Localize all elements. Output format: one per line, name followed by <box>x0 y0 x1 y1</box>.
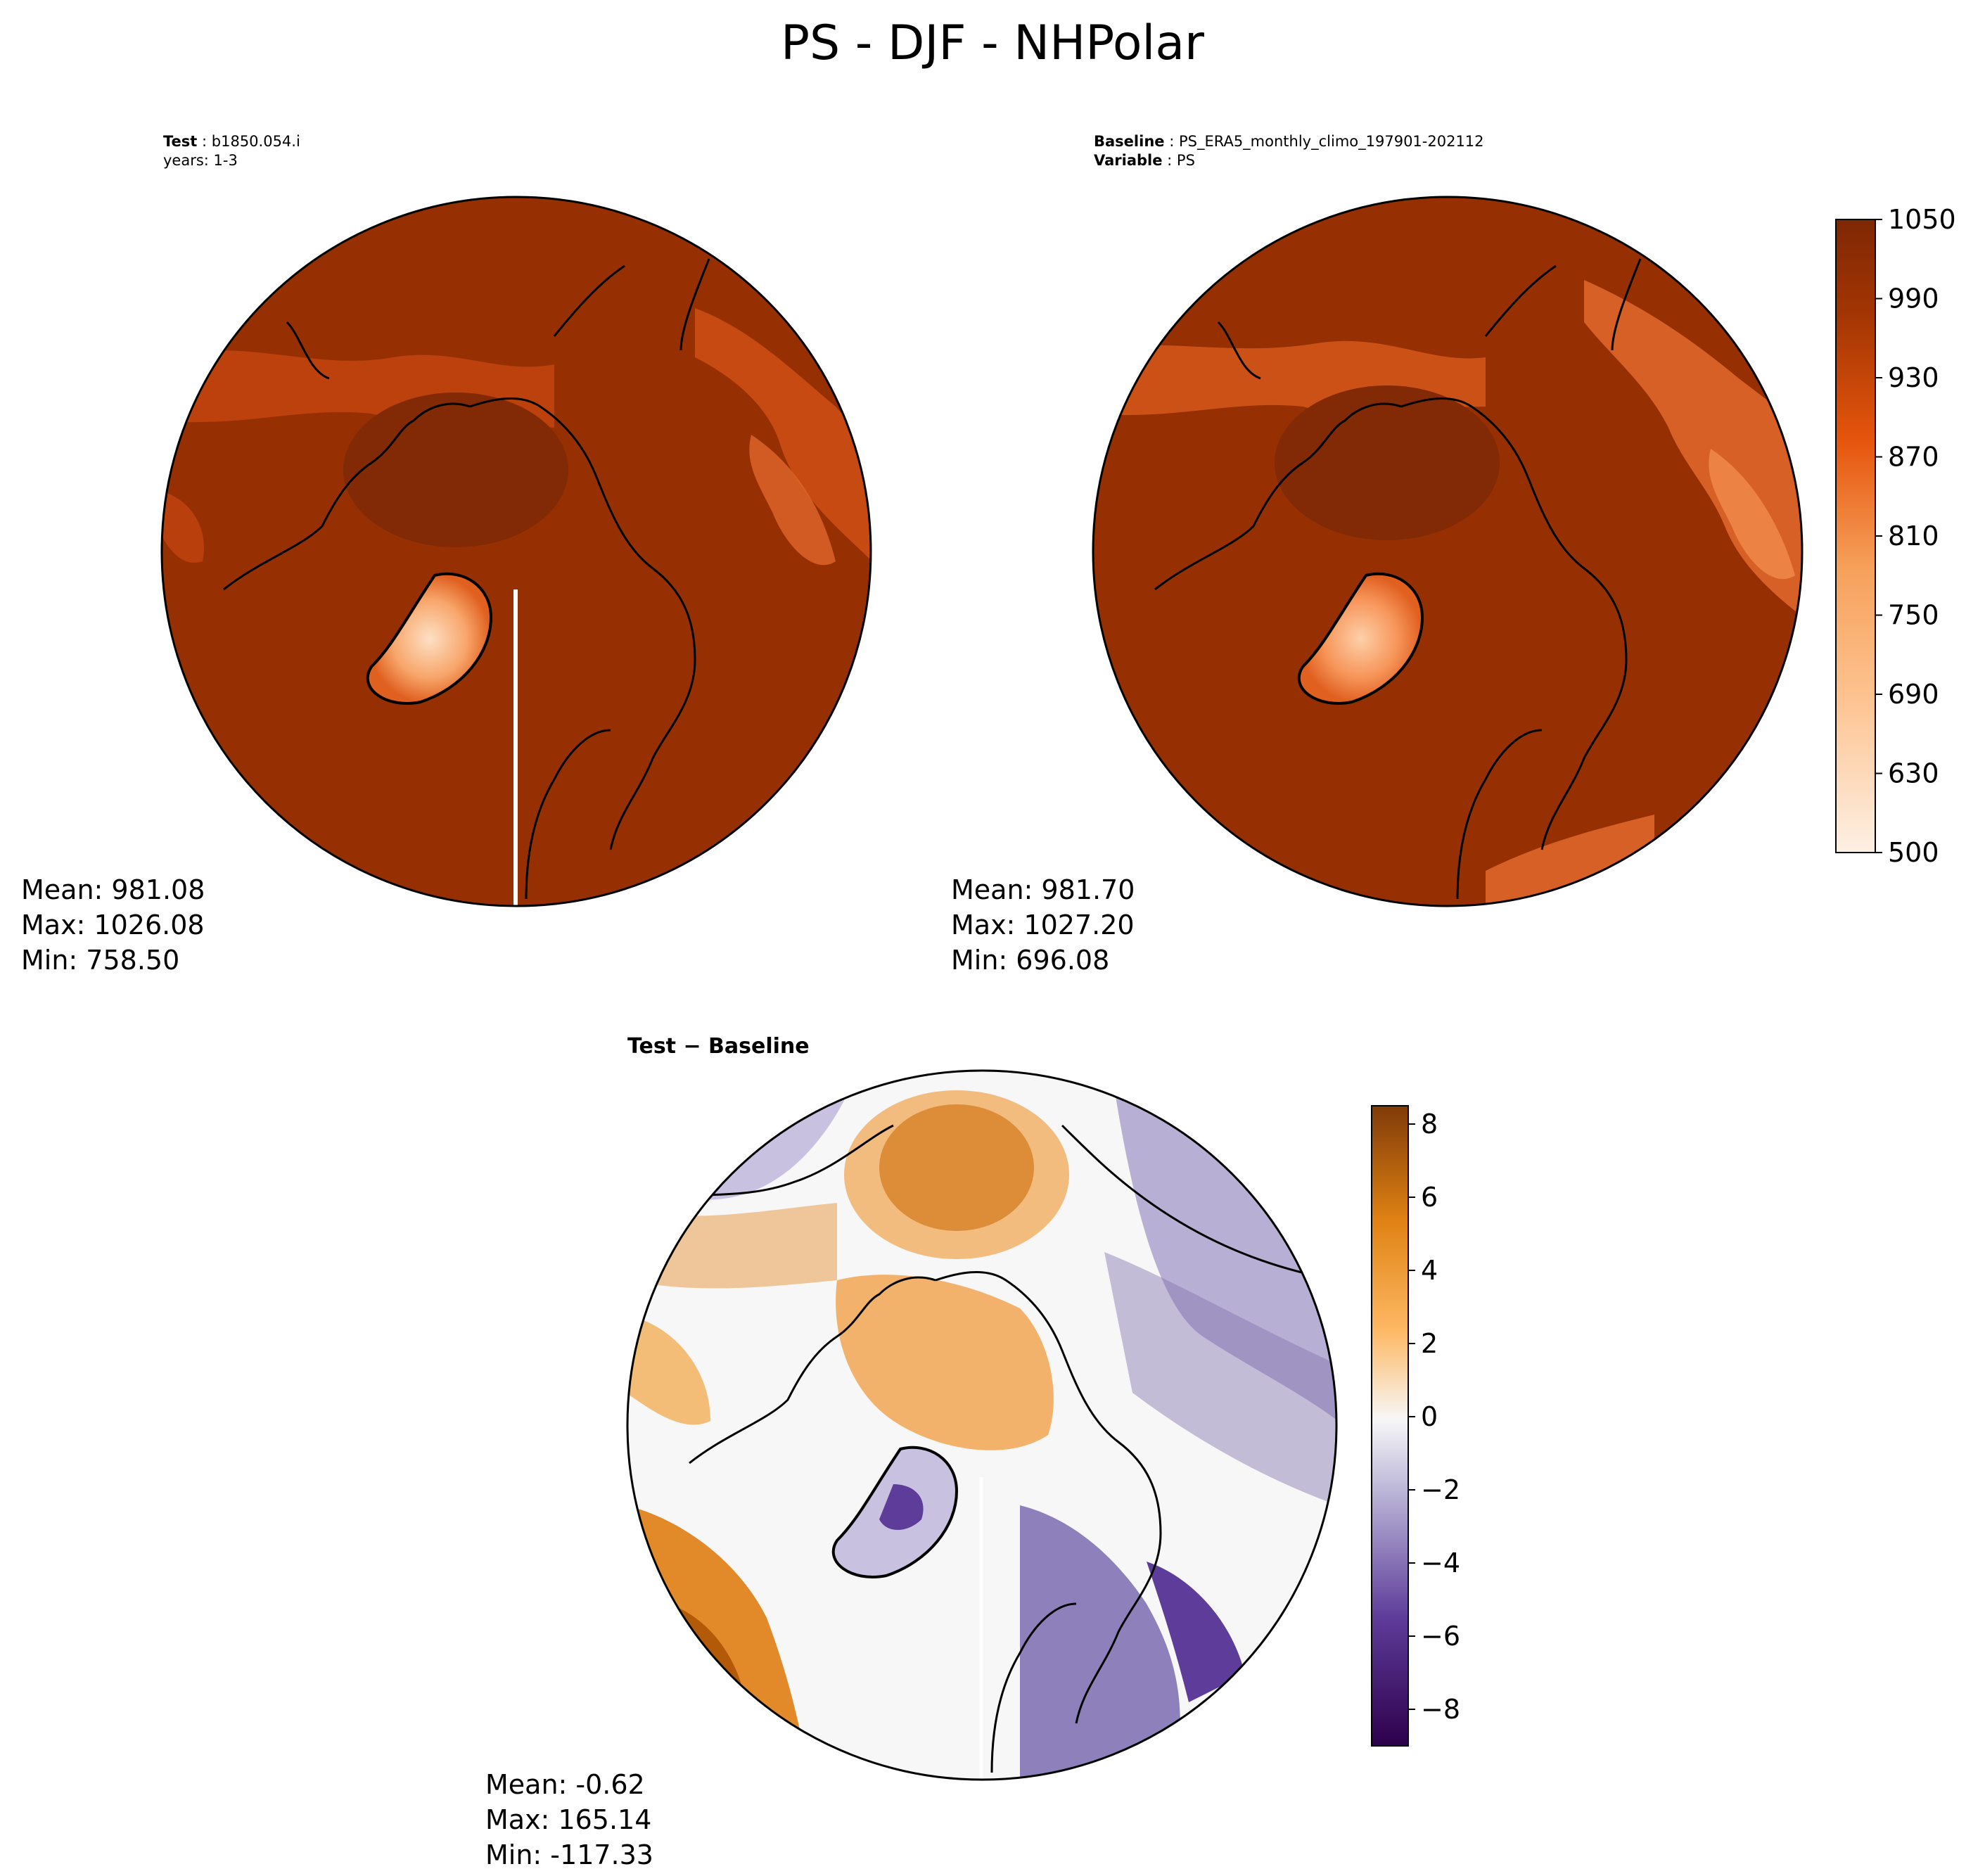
diff-tick-label: 0 <box>1421 1401 1438 1432</box>
difference-colorbar: 8 6 4 2 0 −2 −4 −6 −8 <box>1371 1105 1460 1747</box>
ps-colorbar: 1050 990 930 870 810 750 690 630 500 <box>1835 204 1956 868</box>
difference-min: Min: -117.33 <box>485 1839 653 1870</box>
baseline-case-name: PS_ERA5_monthly_climo_197901-202112 <box>1178 133 1484 150</box>
diff-tick-label: −2 <box>1421 1474 1460 1505</box>
test-map <box>160 196 872 907</box>
diff-tick-label: 4 <box>1421 1255 1438 1286</box>
ps-colorbar-ticks: 1050 990 930 870 810 750 690 630 500 <box>1875 204 1956 868</box>
difference-map <box>626 1069 1338 1781</box>
ps-tick-label: 930 <box>1888 362 1939 393</box>
baseline-stats: Mean: 981.70 Max: 1027.20 Min: 696.08 <box>951 872 1135 978</box>
baseline-map-field <box>1093 197 1802 906</box>
test-stats: Mean: 981.08 Max: 1026.08 Min: 758.50 <box>21 872 205 978</box>
test-mean: Mean: 981.08 <box>21 874 205 905</box>
baseline-max: Max: 1027.20 <box>951 910 1135 940</box>
difference-mean: Mean: -0.62 <box>485 1769 645 1800</box>
test-label: Test <box>163 133 198 150</box>
ps-tick-label: 810 <box>1888 521 1939 551</box>
baseline-min: Min: 696.08 <box>951 945 1110 976</box>
baseline-label-sep: : <box>1164 133 1179 150</box>
diff-tick-label: −6 <box>1421 1621 1460 1652</box>
test-max: Max: 1026.08 <box>21 910 205 940</box>
variable-label-sep: : <box>1162 152 1177 169</box>
ps-tick-label: 500 <box>1888 837 1939 868</box>
difference-stats: Mean: -0.62 Max: 165.14 Min: -117.33 <box>485 1767 653 1872</box>
test-panel-title: Test : b1850.054.i years: 1-3 <box>163 132 300 170</box>
ps-colorbar-gradient <box>1835 219 1876 853</box>
difference-colorbar-gradient <box>1371 1105 1409 1747</box>
ps-tick-label: 750 <box>1888 600 1939 631</box>
diff-tick-label: 2 <box>1421 1328 1438 1359</box>
test-min: Min: 758.50 <box>21 945 180 976</box>
difference-max: Max: 165.14 <box>485 1804 652 1835</box>
diff-tick-label: −8 <box>1421 1694 1460 1725</box>
test-years: years: 1-3 <box>163 152 238 169</box>
test-case-name: b1850.054.i <box>211 133 300 150</box>
baseline-label: Baseline <box>1094 133 1165 150</box>
difference-panel-title: Test − Baseline <box>627 1034 810 1059</box>
variable-name: PS <box>1176 152 1195 169</box>
test-label-sep: : <box>197 133 212 150</box>
diff-tick-label: 6 <box>1421 1182 1438 1213</box>
diff-tick-label: 8 <box>1421 1109 1438 1140</box>
diff-tick-label: −4 <box>1421 1548 1460 1578</box>
figure-title: PS - DJF - NHPolar <box>781 15 1204 71</box>
ps-tick-label: 870 <box>1888 442 1939 473</box>
difference-colorbar-ticks: 8 6 4 2 0 −2 −4 −6 −8 <box>1408 1109 1460 1725</box>
ps-tick-label: 990 <box>1888 283 1939 314</box>
baseline-panel-title: Baseline : PS_ERA5_monthly_climo_197901-… <box>1094 132 1484 170</box>
baseline-mean: Mean: 981.70 <box>951 874 1135 905</box>
variable-label: Variable <box>1094 152 1163 169</box>
baseline-map <box>1092 196 1804 907</box>
ps-tick-label: 690 <box>1888 679 1939 710</box>
ps-tick-label: 630 <box>1888 758 1939 789</box>
ps-tick-label: 1050 <box>1888 204 1956 235</box>
